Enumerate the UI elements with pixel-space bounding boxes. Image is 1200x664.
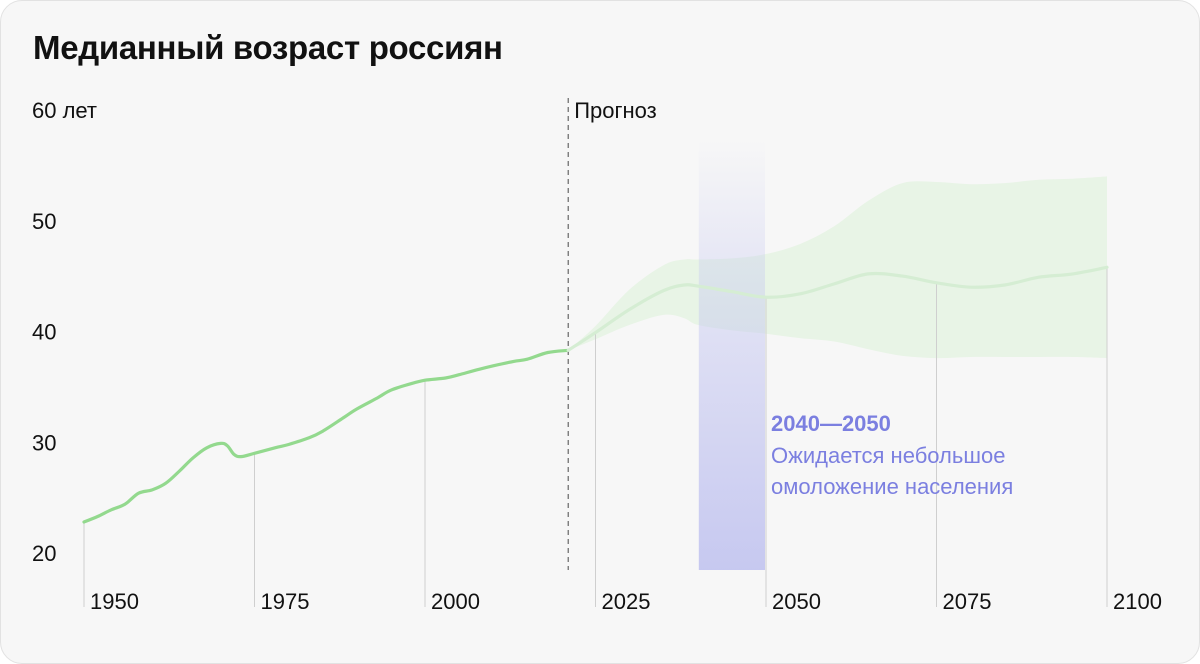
x-tick-label: 2000 <box>431 589 480 614</box>
y-tick-label: 50 <box>32 209 56 234</box>
x-tick-label: 2050 <box>772 589 821 614</box>
chart-title: Медианный возраст россиян <box>33 29 503 66</box>
x-tick-label: 2075 <box>943 589 992 614</box>
x-tick-label: 1950 <box>90 589 139 614</box>
historical-median-line <box>82 348 570 524</box>
forecast-median-line <box>566 265 1109 352</box>
forecast-label: Прогноз <box>574 98 657 123</box>
highlight-label: 2040—2050 <box>771 411 891 436</box>
highlight-text-line: Ожидается небольшое <box>771 443 1005 468</box>
y-tick-label: 60 лет <box>32 98 97 123</box>
highlight-text-line: омоложение населения <box>771 474 1013 499</box>
x-tick-label: 2025 <box>602 589 651 614</box>
y-tick-label: 40 <box>32 320 56 345</box>
y-tick-label: 20 <box>32 541 56 566</box>
y-tick-label: 30 <box>32 430 56 455</box>
x-tick-label: 1975 <box>261 589 310 614</box>
highlight-band-2040-2050 <box>698 140 765 570</box>
x-tick-label: 2100 <box>1113 589 1162 614</box>
forecast-range-band <box>568 176 1107 359</box>
